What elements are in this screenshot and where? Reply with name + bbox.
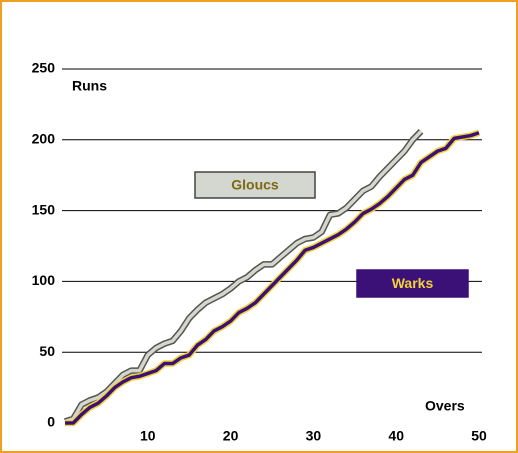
series-line [64,130,423,424]
y-tick-label: 0 [47,414,55,430]
y-tick-label: 100 [32,272,56,288]
legend-label: Gloucs [231,177,279,193]
y-tick-label: 150 [32,201,56,217]
legend-box [194,171,316,199]
x-tick-label: 10 [140,428,156,444]
x-tick-label: 50 [471,428,487,444]
y-tick-label: 200 [32,131,56,147]
x-tick-label: 30 [306,428,322,444]
y-axis-label: Runs [72,78,107,94]
series-line [65,131,480,425]
x-tick-label: 20 [223,428,239,444]
x-tick-label: 40 [388,428,404,444]
y-tick-label: 50 [39,343,55,359]
legend-label: Warks [392,275,434,291]
legend-box [356,269,469,298]
x-axis-label: Overs [425,398,465,414]
y-tick-label: 250 [32,60,56,76]
